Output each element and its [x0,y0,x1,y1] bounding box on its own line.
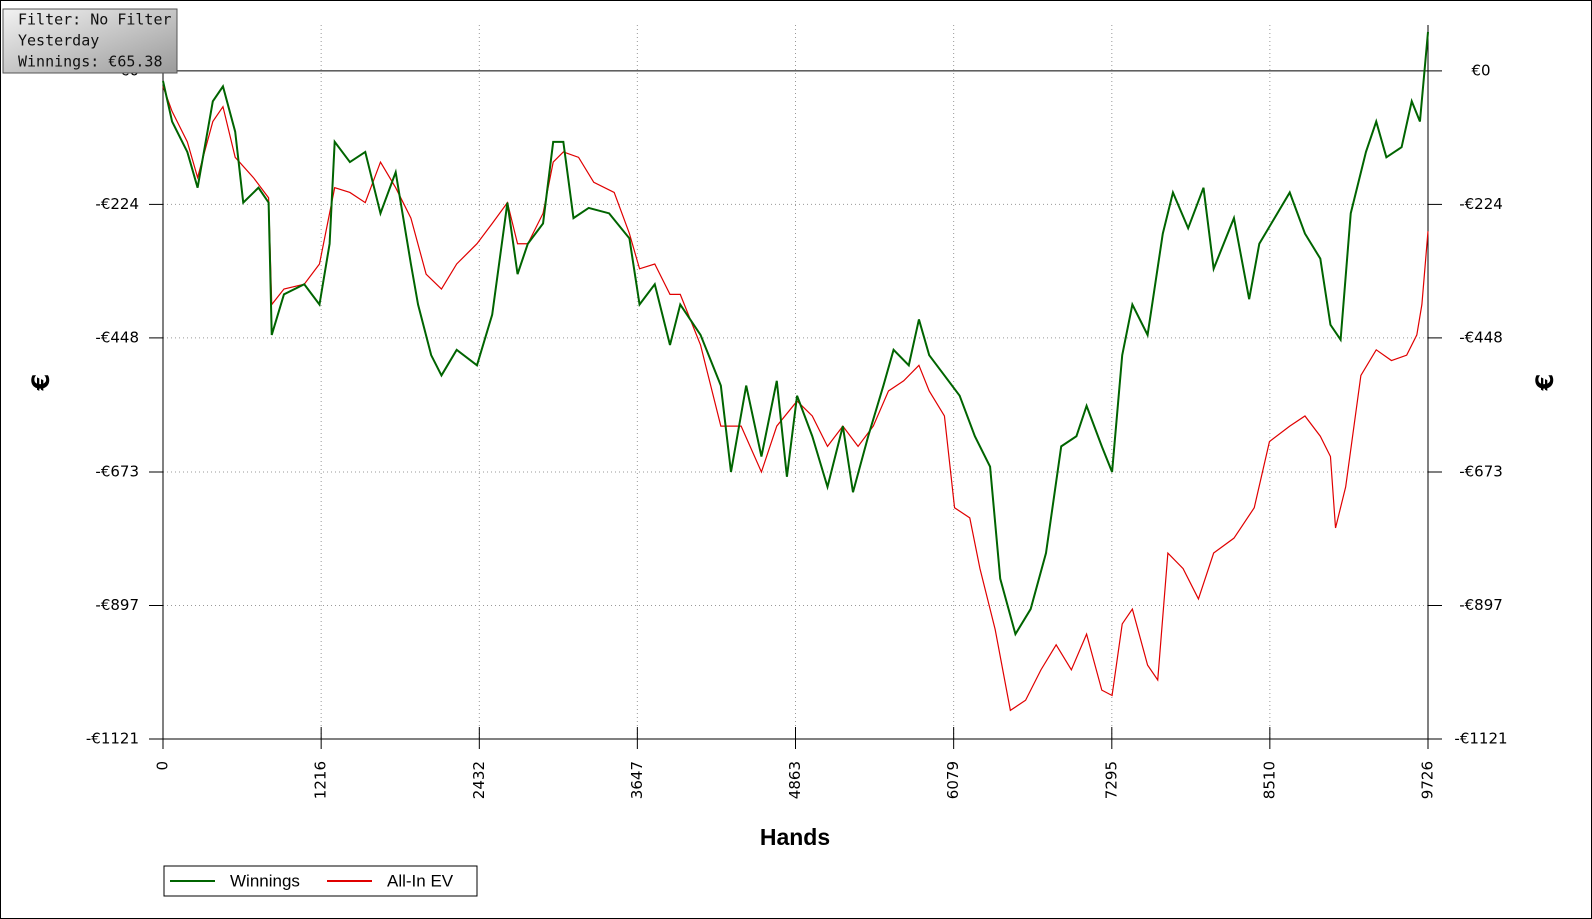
x-tick-label: 3647 [628,761,646,799]
y-tick-label: -€224 [95,195,139,213]
y2-tick-label: €0 [1471,61,1490,79]
x-tick-label: 2432 [470,761,488,799]
legend-label: Winnings [230,871,300,890]
legend-label: All-In EV [387,871,454,890]
info-line: Yesterday [18,32,99,50]
info-line: Winnings: €65.38 [18,53,163,71]
y-tick-label: -€673 [95,462,139,480]
y2-tick-label: -€897 [1459,596,1503,614]
x-axis-label: Hands [760,824,830,850]
x-tick-label: 7295 [1102,761,1120,799]
plot-layer: €0€0-€224-€224-€448-€448-€673-€673-€897-… [86,25,1508,799]
y-tick-label: -€448 [95,328,139,346]
x-tick-label: 9726 [1419,761,1437,799]
series-line [162,31,1429,637]
y-axis-label: € [27,374,55,392]
series-line [162,86,1429,712]
y2-tick-label: -€1121 [1454,730,1507,748]
x-tick-label: 1216 [312,761,330,799]
x-tick-label: 6079 [944,761,962,799]
y2-tick-label: -€224 [1459,195,1503,213]
y2-axis-label: € [1531,374,1559,392]
y-tick-label: -€1121 [86,730,139,748]
y2-tick-label: -€448 [1459,328,1503,346]
y-tick-label: -€897 [95,596,139,614]
legend: Winnings All-In EV [163,865,478,897]
info-line: Filter: No Filter [18,11,172,29]
y2-tick-label: -€673 [1459,462,1503,480]
x-tick-label: 0 [154,761,172,771]
x-tick-label: 4863 [786,761,804,799]
info-box: Filter: No Filter Yesterday Winnings: €6… [2,8,178,74]
legend-box [163,865,478,897]
x-tick-label: 8510 [1260,761,1278,799]
info-box-background [2,8,178,74]
